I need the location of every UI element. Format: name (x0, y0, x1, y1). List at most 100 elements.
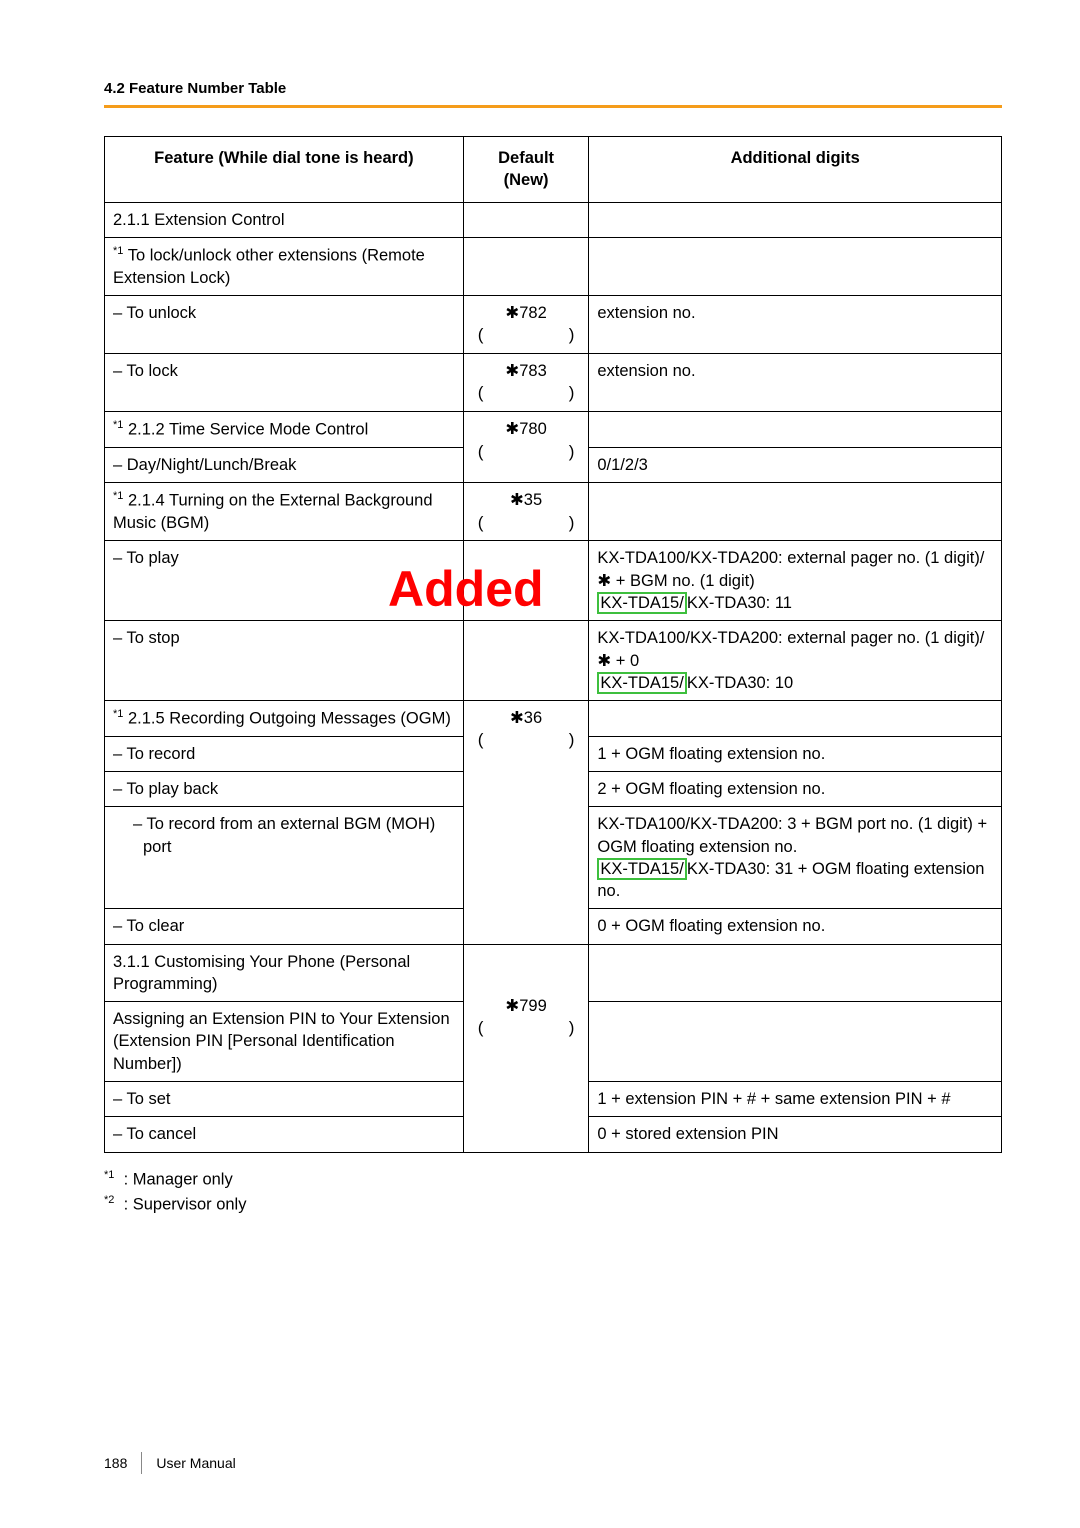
section-rule (104, 105, 1002, 108)
code-value: ✱780 (505, 420, 546, 438)
cell-default: ✱783 () (463, 354, 589, 412)
cell-default (463, 621, 589, 701)
feature-table: Feature (While dial tone is heard) Defau… (104, 136, 1002, 1153)
code-value: ✱799 (505, 997, 546, 1015)
cell-additional: 1 + OGM floating extension no. (589, 736, 1002, 771)
sup1-marker: *1 (113, 245, 123, 257)
cell-additional: KX-TDA100/KX-TDA200: 3 + BGM port no. (1… (589, 807, 1002, 909)
paren: () (472, 512, 581, 535)
cell-feature: – To stop (105, 621, 464, 701)
page-footer: 188 User Manual (104, 1452, 236, 1474)
cell-text: KX-TDA30: 10 (687, 674, 793, 692)
cell-additional: 2 + OGM floating extension no. (589, 772, 1002, 807)
cell-default (463, 237, 589, 295)
table-row: – To stop KX-TDA100/KX-TDA200: external … (105, 621, 1002, 701)
cell-additional (589, 944, 1002, 1002)
highlight-added: KX-TDA15/ (597, 672, 686, 694)
cell-text: 2.1.5 Recording Outgoing Messages (OGM) (128, 710, 451, 728)
highlight-added: KX-TDA15/ (597, 592, 686, 614)
table-row: *1 To lock/unlock other extensions (Remo… (105, 237, 1002, 295)
cell-feature: 2.1.1 Extension Control (105, 202, 464, 237)
cell-additional: 1 + extension PIN + # + same extension P… (589, 1082, 1002, 1117)
table-row: *1 2.1.2 Time Service Mode Control ✱780 … (105, 412, 1002, 448)
footnote-text1: : Manager only (124, 1170, 233, 1188)
paren: () (472, 729, 581, 752)
footnote-sup1: *1 (104, 1169, 114, 1181)
page-number: 188 (104, 1455, 127, 1471)
table-row: *1 2.1.5 Recording Outgoing Messages (OG… (105, 701, 1002, 737)
cell-feature: 3.1.1 Customising Your Phone (Personal P… (105, 944, 464, 1002)
cell-additional (589, 1002, 1002, 1082)
section-title: 4.2 Feature Number Table (104, 80, 1002, 97)
cell-feature: – To record from an external BGM (MOH) p… (105, 807, 464, 909)
cell-feature: – To set (105, 1082, 464, 1117)
cell-text: KX-TDA100/KX-TDA200: external pager no. … (597, 549, 984, 589)
cell-additional: 0/1/2/3 (589, 448, 1002, 483)
code-value: ✱783 (505, 362, 546, 380)
th-additional: Additional digits (589, 137, 1002, 203)
cell-additional (589, 701, 1002, 737)
cell-feature: – To play (105, 541, 464, 621)
cell-text: 2.1.4 Turning on the External Background… (113, 492, 433, 532)
cell-default (463, 541, 589, 621)
cell-feature: *1 To lock/unlock other extensions (Remo… (105, 237, 464, 295)
sup1-marker: *1 (113, 708, 123, 720)
cell-feature: *1 2.1.5 Recording Outgoing Messages (OG… (105, 701, 464, 737)
cell-additional: 0 + stored extension PIN (589, 1117, 1002, 1152)
cell-feature: – To record (105, 736, 464, 771)
cell-default (463, 202, 589, 237)
footnote-text2: : Supervisor only (124, 1195, 247, 1213)
cell-additional: KX-TDA100/KX-TDA200: external pager no. … (589, 541, 1002, 621)
highlight-added: KX-TDA15/ (597, 858, 686, 880)
cell-default: ✱780 () (463, 412, 589, 483)
cell-feature: *1 2.1.2 Time Service Mode Control (105, 412, 464, 448)
cell-feature: – To play back (105, 772, 464, 807)
table-row: – To play KX-TDA100/KX-TDA200: external … (105, 541, 1002, 621)
cell-default: ✱782 () (463, 295, 589, 353)
cell-additional: KX-TDA100/KX-TDA200: external pager no. … (589, 621, 1002, 701)
table-row: – To lock ✱783 () extension no. (105, 354, 1002, 412)
cell-additional (589, 237, 1002, 295)
code-value: ✱36 (510, 709, 542, 727)
table-header-row: Feature (While dial tone is heard) Defau… (105, 137, 1002, 203)
table-row: – To unlock ✱782 () extension no. (105, 295, 1002, 353)
cell-additional: extension no. (589, 354, 1002, 412)
footer-label: User Manual (156, 1455, 235, 1471)
footnote-sup2: *2 (104, 1194, 114, 1206)
paren: () (472, 1017, 581, 1040)
table-row: 2.1.1 Extension Control (105, 202, 1002, 237)
cell-feature: – To lock (105, 354, 464, 412)
cell-additional (589, 483, 1002, 541)
th-feature: Feature (While dial tone is heard) (105, 137, 464, 203)
cell-text: KX-TDA100/KX-TDA200: 3 + BGM port no. (1… (597, 815, 987, 855)
code-value: ✱782 (505, 304, 546, 322)
cell-additional (589, 202, 1002, 237)
footer-separator (141, 1452, 142, 1474)
paren: () (472, 441, 581, 464)
page: 4.2 Feature Number Table Feature (While … (0, 0, 1080, 1528)
cell-feature: *1 2.1.4 Turning on the External Backgro… (105, 483, 464, 541)
cell-feature: Assigning an Extension PIN to Your Exten… (105, 1002, 464, 1082)
cell-additional: extension no. (589, 295, 1002, 353)
sup1-marker: *1 (113, 419, 123, 431)
cell-additional: 0 + OGM floating extension no. (589, 909, 1002, 944)
cell-additional (589, 412, 1002, 448)
cell-feature: – To clear (105, 909, 464, 944)
paren: () (472, 382, 581, 405)
cell-feature: – To unlock (105, 295, 464, 353)
cell-text: To lock/unlock other extensions (Remote … (113, 246, 425, 286)
cell-text: KX-TDA100/KX-TDA200: external pager no. … (597, 629, 984, 669)
sup1-marker: *1 (113, 490, 123, 502)
cell-feature: – Day/Night/Lunch/Break (105, 448, 464, 483)
cell-feature: – To cancel (105, 1117, 464, 1152)
cell-default: ✱799 () (463, 944, 589, 1152)
footnotes: *1 : Manager only *2 : Supervisor only (104, 1167, 1002, 1218)
cell-text: KX-TDA30: 11 (687, 594, 792, 612)
table-row: 3.1.1 Customising Your Phone (Personal P… (105, 944, 1002, 1002)
cell-default: ✱35 () (463, 483, 589, 541)
cell-text: 2.1.2 Time Service Mode Control (128, 421, 368, 439)
paren: () (472, 324, 581, 347)
cell-default: ✱36 () (463, 701, 589, 945)
th-default: Default (New) (463, 137, 589, 203)
code-value: ✱35 (510, 491, 542, 509)
